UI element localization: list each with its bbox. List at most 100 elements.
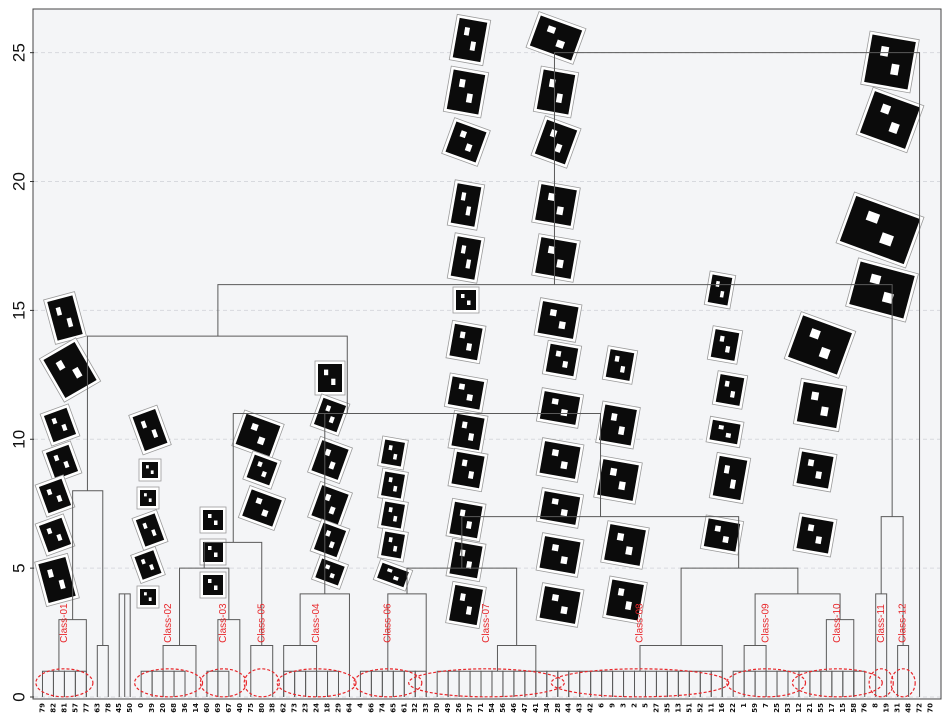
class-label: Class-08 xyxy=(635,603,646,643)
dendrogram-link xyxy=(639,644,723,697)
dendrogram-link xyxy=(680,567,799,646)
thumbnail-courtyard xyxy=(465,561,473,569)
thumbnail-fill xyxy=(788,315,852,375)
x-tick-label: 63 xyxy=(93,703,101,713)
block-thumbnail xyxy=(307,480,353,530)
thumbnail-courtyard xyxy=(460,192,467,201)
dendrogram-link xyxy=(754,593,841,646)
x-tick-label: 12 xyxy=(795,703,803,713)
thumbnail-fill xyxy=(529,15,583,61)
thumbnail-fill xyxy=(859,91,921,149)
block-thumbnail xyxy=(531,233,581,283)
x-tick-label: 36 xyxy=(181,703,189,713)
block-thumbnail xyxy=(530,115,582,169)
block-thumbnail xyxy=(130,545,166,585)
thumbnail-courtyard xyxy=(46,527,53,535)
thumbnail-fill xyxy=(710,329,740,361)
thumbnail-courtyard xyxy=(214,552,218,557)
block-thumbnail xyxy=(532,65,580,119)
block-thumbnail xyxy=(531,180,581,230)
dendrogram-link xyxy=(232,412,463,543)
x-tick-label: 50 xyxy=(126,703,134,713)
thumbnail-courtyard xyxy=(325,530,332,537)
thumbnail-courtyard xyxy=(618,426,625,436)
block-thumbnail xyxy=(41,440,83,484)
thumbnail-fill xyxy=(606,579,644,621)
thumbnail-courtyard xyxy=(53,454,60,462)
block-thumbnail xyxy=(309,518,351,562)
thumbnail-fill xyxy=(452,17,488,63)
thumbnail-courtyard xyxy=(55,359,66,371)
thumbnail-courtyard xyxy=(140,420,148,429)
dendrogram-link xyxy=(96,644,109,697)
thumbnail-courtyard xyxy=(46,488,53,496)
thumbnail-fill xyxy=(534,119,578,165)
thumbnail-courtyard xyxy=(55,306,63,316)
dendrogram-link xyxy=(203,541,263,646)
class-label: Class-09 xyxy=(761,603,772,643)
x-tick-label: 13 xyxy=(674,703,682,713)
class-label: Class-07 xyxy=(481,603,492,643)
thumbnail-courtyard xyxy=(47,568,54,578)
thumbnail-courtyard xyxy=(392,453,398,460)
thumbnail-courtyard xyxy=(392,515,398,522)
thumbnail-courtyard xyxy=(465,343,473,351)
class-ellipse xyxy=(408,668,565,698)
block-thumbnail xyxy=(138,458,162,482)
block-thumbnail xyxy=(447,409,489,455)
thumbnail-courtyard xyxy=(58,579,66,590)
class-label: Class-10 xyxy=(832,603,843,643)
thumbnail-courtyard xyxy=(722,535,729,544)
block-thumbnail xyxy=(237,485,287,531)
thumbnail-fill xyxy=(381,531,405,559)
x-tick-label: 41 xyxy=(532,703,540,713)
block-thumbnail xyxy=(600,520,650,570)
block-thumbnail xyxy=(535,582,585,628)
thumbnail-fill xyxy=(864,34,916,90)
thumbnail-courtyard xyxy=(255,497,263,505)
thumbnail-fill xyxy=(43,341,97,399)
block-thumbnail xyxy=(307,435,353,485)
x-tick-label: 79 xyxy=(38,703,46,713)
class-label: Class-11 xyxy=(876,604,887,643)
x-tick-label: 46 xyxy=(510,703,518,713)
thumbnail-courtyard xyxy=(388,537,393,543)
thumbnail-courtyard xyxy=(140,558,146,565)
x-tick-label: 53 xyxy=(784,703,792,713)
thumbnail-courtyard xyxy=(807,524,815,532)
thumbnail-courtyard xyxy=(549,129,558,138)
x-tick-label: 49 xyxy=(444,703,452,713)
thumbnail-courtyard xyxy=(328,541,335,549)
dendrogram-link xyxy=(461,516,740,569)
class-label: Class-03 xyxy=(218,603,229,643)
thumbnail-courtyard xyxy=(729,390,736,398)
thumbnail-fill xyxy=(377,562,409,588)
thumbnail-courtyard xyxy=(459,509,466,517)
block-thumbnail xyxy=(136,486,160,510)
thumbnail-courtyard xyxy=(392,545,398,552)
thumbnail-fill xyxy=(449,501,483,539)
thumbnail-fill xyxy=(311,440,349,480)
block-thumbnail xyxy=(860,30,920,94)
thumbnail-courtyard xyxy=(214,585,218,590)
x-tick-label: 76 xyxy=(861,703,869,713)
thumbnail-courtyard xyxy=(459,593,466,602)
thumbnail-courtyard xyxy=(392,485,398,492)
x-tick-label: 58 xyxy=(850,703,858,713)
block-thumbnail xyxy=(783,311,857,379)
thumbnail-fill xyxy=(703,518,741,552)
x-tick-label: 29 xyxy=(334,703,342,713)
block-thumbnail xyxy=(448,13,492,67)
block-thumbnail xyxy=(602,575,648,625)
block-thumbnail xyxy=(441,117,491,167)
thumbnail-courtyard xyxy=(549,308,558,317)
block-thumbnail xyxy=(593,455,643,505)
block-thumbnail xyxy=(446,179,486,231)
thumbnail-courtyard xyxy=(465,206,472,216)
x-tick-label: 40 xyxy=(236,703,244,713)
x-tick-label: 15 xyxy=(839,703,847,713)
thumbnail-fill xyxy=(796,516,834,554)
thumbnail-fill xyxy=(246,454,278,486)
class-ellipse xyxy=(550,668,730,698)
thumbnail-courtyard xyxy=(555,93,563,104)
